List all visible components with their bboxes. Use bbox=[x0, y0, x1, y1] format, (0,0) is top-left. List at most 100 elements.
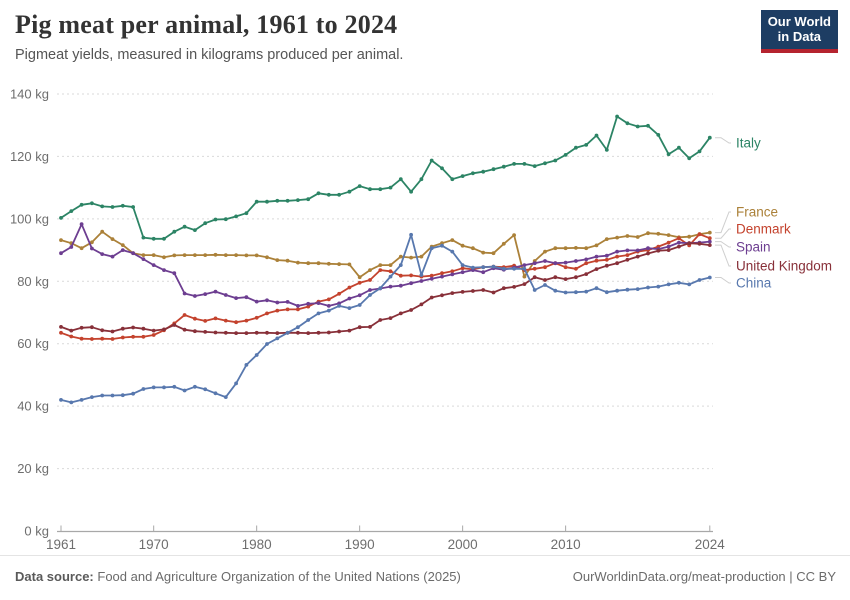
data-point bbox=[553, 275, 558, 280]
data-point bbox=[368, 293, 372, 297]
data-point bbox=[666, 240, 671, 245]
y-axis-tick-label: 80 kg bbox=[17, 274, 49, 289]
data-point bbox=[594, 267, 599, 271]
data-point bbox=[110, 205, 115, 209]
x-axis-tick-label: 2000 bbox=[448, 537, 478, 552]
data-point bbox=[512, 233, 516, 238]
data-point bbox=[646, 123, 650, 128]
chart-footer: Data source: Food and Agriculture Organi… bbox=[0, 555, 850, 600]
series-label-italy[interactable]: Italy bbox=[736, 136, 761, 151]
data-point bbox=[347, 306, 352, 310]
data-point bbox=[182, 291, 187, 296]
data-point bbox=[656, 231, 661, 236]
data-point bbox=[512, 285, 516, 289]
data-point bbox=[265, 199, 269, 204]
data-point bbox=[79, 222, 84, 227]
data-point bbox=[450, 272, 455, 277]
data-point bbox=[522, 263, 527, 267]
x-axis-tick-label: 1970 bbox=[139, 537, 169, 552]
data-point bbox=[223, 217, 228, 222]
data-point bbox=[265, 255, 269, 260]
data-point bbox=[625, 121, 630, 126]
legend-leader-line bbox=[715, 228, 731, 239]
data-point bbox=[213, 316, 218, 321]
credit-link[interactable]: OurWorldinData.org/meat-production | CC … bbox=[572, 569, 836, 584]
data-point bbox=[604, 253, 609, 258]
data-point bbox=[398, 177, 403, 182]
data-point bbox=[223, 330, 228, 335]
data-point bbox=[234, 381, 239, 386]
data-point bbox=[615, 249, 619, 254]
data-point bbox=[378, 187, 383, 192]
data-point bbox=[481, 288, 486, 292]
data-point bbox=[471, 289, 475, 293]
data-point bbox=[213, 391, 218, 396]
x-axis: 1961 1970 1980 1990 2000 2010 2024 bbox=[46, 525, 726, 552]
data-point bbox=[131, 325, 136, 330]
data-point bbox=[419, 177, 424, 182]
series-label-france[interactable]: France bbox=[736, 205, 778, 220]
data-point bbox=[604, 148, 609, 152]
series-label-denmark[interactable]: Denmark bbox=[736, 222, 791, 237]
series-italy: Italy bbox=[59, 114, 761, 241]
data-point bbox=[553, 288, 558, 293]
data-point bbox=[193, 384, 197, 389]
data-point bbox=[378, 318, 383, 322]
legend-leader-line bbox=[715, 277, 731, 284]
data-point bbox=[234, 253, 239, 257]
data-point bbox=[440, 293, 444, 298]
data-point bbox=[316, 191, 321, 196]
data-point bbox=[707, 239, 712, 244]
data-point bbox=[285, 198, 290, 203]
data-point bbox=[182, 388, 187, 393]
data-point bbox=[110, 393, 115, 398]
data-point bbox=[635, 254, 640, 259]
data-point bbox=[100, 229, 105, 234]
data-point bbox=[131, 205, 136, 209]
data-point bbox=[151, 236, 156, 241]
data-point bbox=[687, 241, 692, 246]
data-point bbox=[296, 198, 300, 203]
data-point bbox=[306, 261, 311, 266]
data-point bbox=[388, 284, 393, 289]
data-point bbox=[203, 330, 208, 334]
owid-logo-line1: Our World bbox=[767, 14, 831, 29]
series-label-united-kingdom[interactable]: United Kingdom bbox=[736, 259, 832, 274]
series-label-spain[interactable]: Spain bbox=[736, 240, 771, 255]
data-point bbox=[285, 258, 290, 263]
data-point bbox=[491, 290, 496, 295]
data-point bbox=[368, 288, 372, 292]
data-point bbox=[378, 268, 383, 272]
data-point bbox=[244, 253, 249, 258]
data-point bbox=[182, 253, 187, 257]
data-point bbox=[90, 240, 94, 245]
owid-logo[interactable]: Our World in Data bbox=[760, 10, 838, 53]
y-axis-tick-label: 100 kg bbox=[10, 211, 49, 226]
data-point bbox=[285, 300, 290, 304]
data-point bbox=[265, 330, 269, 335]
data-point bbox=[707, 230, 712, 235]
data-point bbox=[666, 233, 671, 238]
data-point bbox=[501, 241, 506, 246]
series-label-china[interactable]: China bbox=[736, 276, 772, 291]
data-point bbox=[316, 311, 321, 316]
data-point bbox=[604, 237, 609, 242]
data-point bbox=[563, 290, 568, 295]
data-point bbox=[162, 268, 166, 272]
data-point bbox=[697, 241, 702, 246]
data-point bbox=[604, 257, 609, 262]
data-point bbox=[162, 385, 166, 390]
data-point bbox=[275, 198, 280, 203]
data-point bbox=[419, 273, 424, 277]
x-axis-tick-label: 2024 bbox=[695, 537, 726, 552]
data-point bbox=[162, 236, 166, 241]
data-point bbox=[285, 330, 290, 335]
data-point bbox=[635, 235, 640, 239]
data-point bbox=[409, 281, 413, 286]
data-point bbox=[574, 266, 578, 271]
data-point bbox=[388, 274, 393, 279]
data-point bbox=[296, 325, 300, 330]
data-point bbox=[213, 330, 218, 335]
data-point bbox=[687, 234, 692, 239]
data-point bbox=[481, 169, 486, 174]
